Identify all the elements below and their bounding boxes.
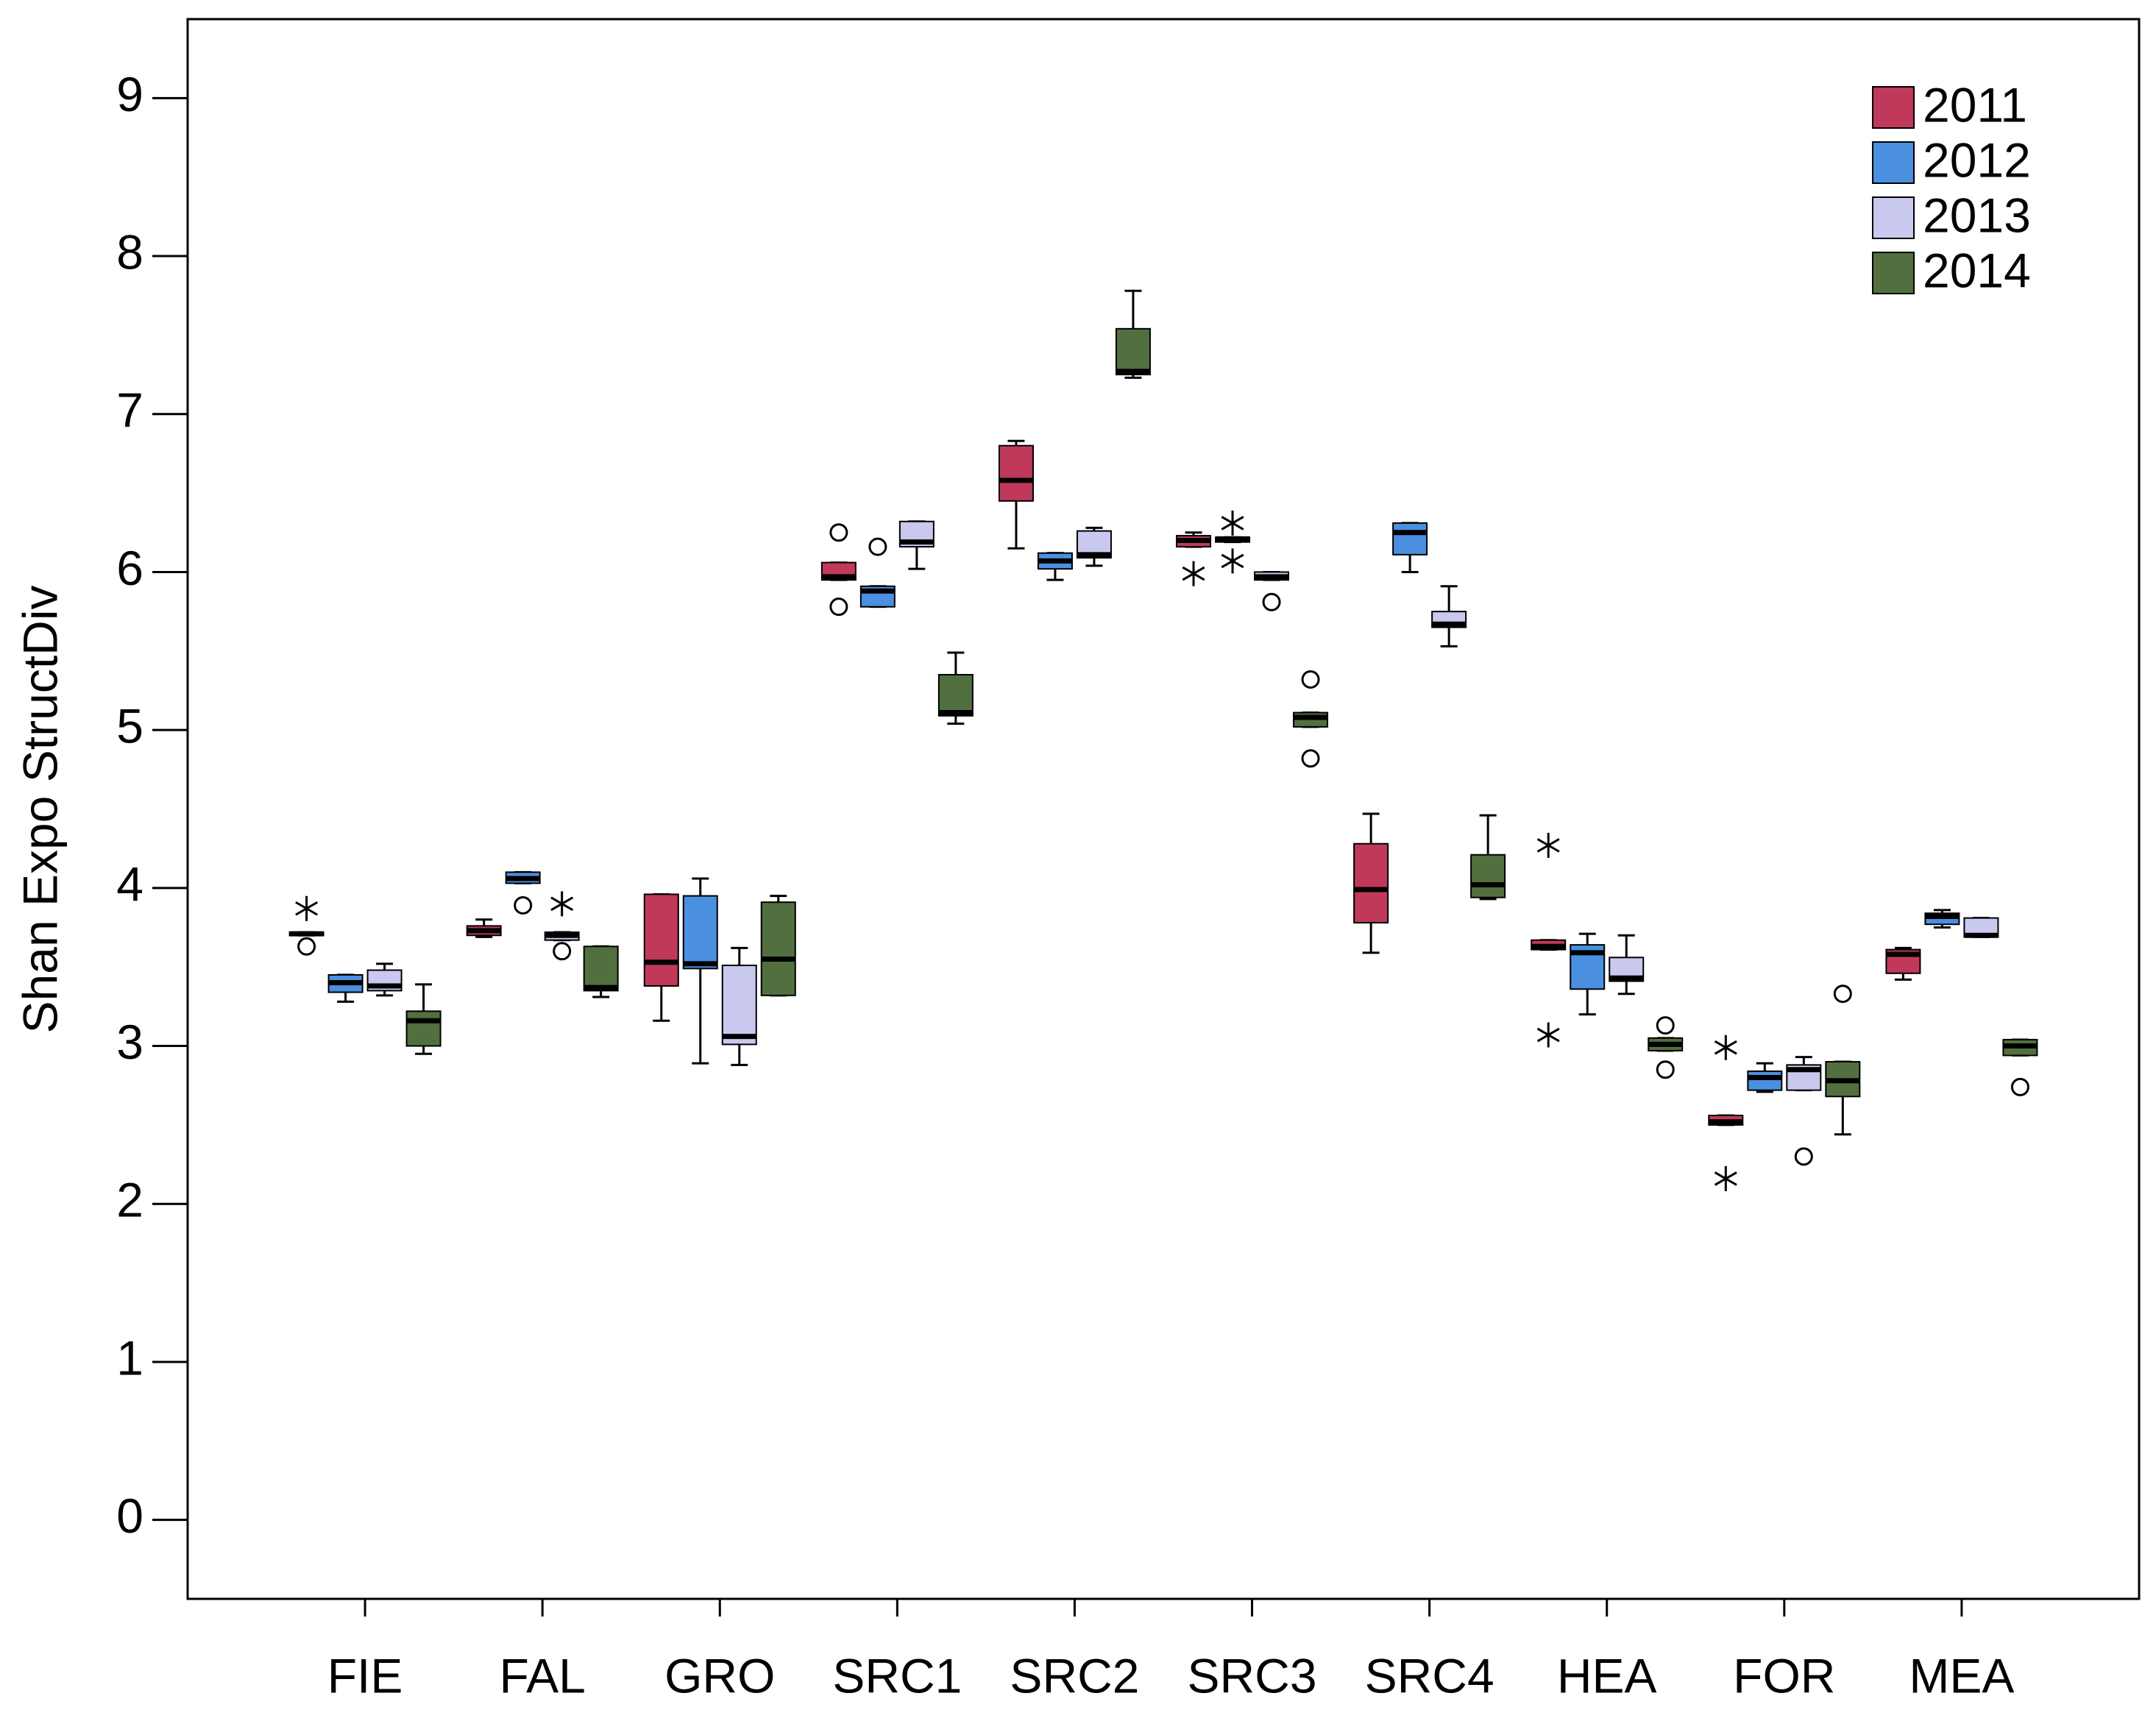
extreme-point bbox=[550, 891, 574, 917]
x-tick-label: SRC4 bbox=[1365, 1648, 1494, 1703]
x-tick-label: HEA bbox=[1557, 1648, 1657, 1703]
x-tick-label: GRO bbox=[664, 1648, 775, 1703]
outlier bbox=[2010, 1077, 2029, 1096]
outlier bbox=[514, 895, 533, 915]
legend-label: 2011 bbox=[1923, 77, 2027, 132]
y-tick-label: 3 bbox=[116, 1015, 143, 1069]
x-tick-label: SRC3 bbox=[1188, 1648, 1317, 1703]
x-tick-label: MEA bbox=[1909, 1648, 2014, 1703]
legend-swatch bbox=[1872, 86, 1915, 129]
y-tick-label: 7 bbox=[116, 383, 143, 437]
extreme-point bbox=[1536, 1022, 1560, 1048]
extreme-point bbox=[1714, 1035, 1737, 1060]
box bbox=[721, 965, 757, 1046]
x-tick-label: SRC2 bbox=[1010, 1648, 1139, 1703]
box bbox=[405, 1010, 442, 1047]
y-axis-label: Shan Expo StructDiv bbox=[13, 586, 67, 1034]
extreme-point bbox=[1182, 561, 1205, 586]
legend-label: 2012 bbox=[1923, 132, 2031, 187]
y-tick-label: 1 bbox=[116, 1330, 143, 1385]
box bbox=[583, 945, 619, 992]
x-tick-label: FAL bbox=[499, 1648, 585, 1703]
outlier bbox=[829, 523, 848, 542]
y-tick-label: 2 bbox=[116, 1173, 143, 1227]
plot-frame bbox=[186, 18, 2141, 1600]
box bbox=[1353, 842, 1389, 924]
outlier bbox=[868, 537, 887, 556]
x-tick-label: FIE bbox=[327, 1648, 403, 1703]
y-tick-label: 6 bbox=[116, 541, 143, 595]
legend-swatch bbox=[1872, 141, 1915, 184]
box bbox=[760, 901, 796, 996]
box bbox=[937, 674, 974, 717]
box bbox=[643, 893, 679, 987]
outlier bbox=[1301, 670, 1320, 689]
box bbox=[998, 444, 1034, 502]
y-tick-label: 9 bbox=[116, 67, 143, 121]
box bbox=[1470, 854, 1506, 898]
legend-label: 2014 bbox=[1923, 243, 2031, 297]
extreme-point bbox=[295, 895, 319, 921]
outlier bbox=[829, 597, 848, 617]
legend-label: 2013 bbox=[1923, 188, 2031, 242]
outlier bbox=[297, 937, 316, 956]
outlier bbox=[1656, 1060, 1675, 1079]
box bbox=[1747, 1070, 1783, 1091]
y-tick-label: 8 bbox=[116, 224, 143, 279]
outlier bbox=[1656, 1016, 1675, 1035]
box bbox=[1392, 522, 1428, 556]
y-tick-label: 4 bbox=[116, 856, 143, 911]
y-tick-label: 5 bbox=[116, 699, 143, 753]
extreme-point bbox=[1221, 548, 1244, 574]
outlier bbox=[1262, 592, 1281, 611]
y-tick-label: 0 bbox=[116, 1488, 143, 1543]
outlier bbox=[553, 942, 572, 961]
legend-swatch bbox=[1872, 196, 1915, 239]
outlier bbox=[1833, 984, 1852, 1004]
extreme-point bbox=[1714, 1165, 1737, 1191]
extreme-point bbox=[1221, 510, 1244, 536]
x-tick-label: FOR bbox=[1733, 1648, 1835, 1703]
box bbox=[682, 895, 718, 970]
legend-swatch bbox=[1872, 252, 1915, 294]
outlier bbox=[1301, 749, 1320, 768]
outlier bbox=[1794, 1147, 1813, 1166]
x-tick-label: SRC1 bbox=[832, 1648, 962, 1703]
box bbox=[1115, 327, 1151, 376]
extreme-point bbox=[1536, 832, 1560, 858]
